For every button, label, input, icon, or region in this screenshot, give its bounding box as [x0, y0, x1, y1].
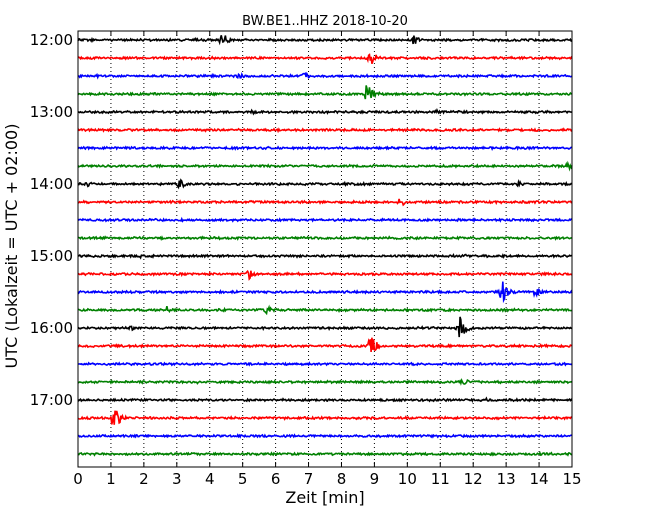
- x-tick-label: 5: [238, 470, 248, 488]
- y-tick-label: 14:00: [30, 175, 73, 193]
- x-tick-label: 9: [370, 470, 380, 488]
- y-tick-label: 15:00: [30, 247, 73, 265]
- seismic-trace: [77, 396, 573, 403]
- seismic-trace: [77, 269, 573, 281]
- x-axis-label: Zeit [min]: [285, 488, 364, 507]
- seismic-trace: [77, 304, 573, 316]
- x-tick-label: 3: [172, 470, 182, 488]
- x-tick-label: 4: [205, 470, 215, 488]
- seismic-trace: [77, 53, 573, 65]
- x-tick-label: 1: [106, 470, 116, 488]
- chart-title: BW.BE1..HHZ 2018-10-20: [242, 14, 408, 29]
- y-tick-label: 13:00: [30, 103, 73, 121]
- seismic-trace: [77, 235, 573, 241]
- seismic-trace: [77, 216, 573, 223]
- x-tick-label: 10: [398, 470, 417, 488]
- seismic-trace: [77, 35, 573, 46]
- x-tick-label: 7: [304, 470, 314, 488]
- seismic-trace: [77, 127, 573, 134]
- y-axis-label: UTC (Lokalzeit = UTC + 02:00): [2, 124, 21, 369]
- x-axis: 0 1 2 3 4 5 6 7 8 9 10 11 12 13 14 15: [73, 31, 582, 488]
- seismic-trace: [77, 253, 573, 260]
- seismic-trace: [77, 316, 573, 338]
- seismic-trace: [77, 145, 573, 152]
- x-tick-label: 6: [271, 470, 281, 488]
- seismic-trace: [77, 281, 573, 304]
- x-tick-label: 0: [73, 470, 83, 488]
- x-tick-label: 12: [464, 470, 483, 488]
- seismic-trace: [77, 85, 573, 100]
- seismic-trace: [77, 410, 573, 425]
- x-tick-label: 8: [337, 470, 347, 488]
- plot-frame: [77, 30, 573, 468]
- y-tick-label: 16:00: [30, 319, 73, 337]
- y-tick-label: 12:00: [30, 31, 73, 49]
- seismic-trace: [77, 71, 573, 80]
- x-tick-label: 2: [139, 470, 149, 488]
- seismic-trace: [77, 108, 573, 116]
- seismic-trace: [77, 178, 573, 190]
- y-tick-label: 17:00: [30, 391, 73, 409]
- trace-group: [77, 35, 573, 457]
- seismic-trace: [77, 361, 573, 367]
- y-axis: 12:00 13:00 14:00 15:00 16:00 17:00: [30, 31, 572, 409]
- x-tick-label: 15: [562, 470, 581, 488]
- seismic-trace: [77, 433, 573, 439]
- seismic-trace: [77, 377, 573, 386]
- grid-lines: [110, 31, 540, 467]
- seismic-trace: [77, 198, 573, 207]
- x-tick-label: 14: [530, 470, 549, 488]
- seismic-trace: [77, 160, 573, 172]
- x-tick-label: 13: [497, 470, 516, 488]
- x-tick-label: 11: [431, 470, 450, 488]
- seismic-trace: [77, 451, 573, 457]
- seismic-trace: [77, 337, 573, 353]
